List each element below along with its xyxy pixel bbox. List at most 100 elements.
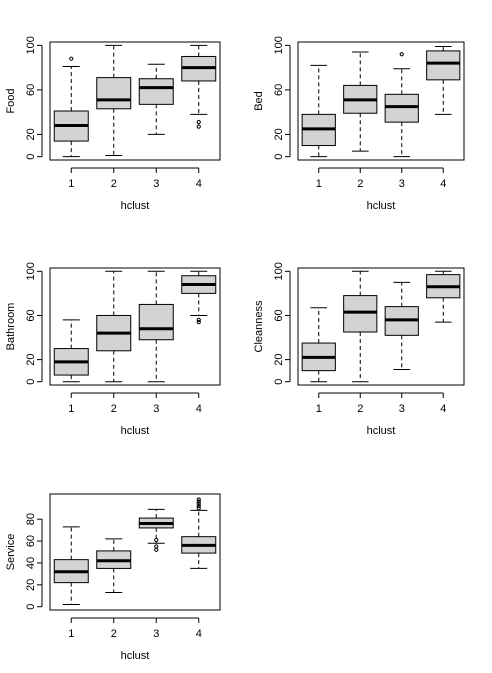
box-group-1 — [53, 319, 89, 383]
y-axis-title: Service — [5, 534, 17, 571]
y-tick-label: 100 — [273, 262, 285, 280]
box-group-1 — [53, 526, 89, 606]
y-tick-label: 20 — [25, 353, 37, 365]
box-group-4 — [426, 45, 461, 115]
outlier-point — [196, 317, 201, 322]
outlier-point — [196, 124, 201, 129]
y-tick-label: 20 — [25, 128, 37, 140]
y-tick-label: 0 — [25, 154, 37, 160]
outlier-point — [69, 56, 74, 61]
x-tick-label: 4 — [196, 403, 202, 415]
box-group-2 — [96, 270, 132, 383]
outlier-point — [196, 497, 201, 502]
outlier-point — [196, 499, 201, 504]
chart-panel-food: 0 20 60 100 1 2 3 4 hclust Food — [5, 36, 221, 212]
x-tick-label: 1 — [316, 178, 322, 190]
x-tick-label: 3 — [153, 628, 159, 640]
outlier-point — [154, 537, 159, 543]
x-tick-label: 4 — [196, 178, 202, 190]
y-tick-label: 60 — [273, 84, 285, 96]
outlier-point — [196, 506, 201, 511]
box-group-2 — [343, 270, 378, 383]
y-tick-label: 100 — [25, 36, 37, 54]
box-iqr — [138, 78, 174, 105]
box-group-3 — [138, 508, 174, 552]
box-group-4 — [181, 497, 217, 569]
x-axis-title: hclust — [121, 650, 150, 662]
y-tick-label: 40 — [25, 557, 37, 569]
box-group-2 — [96, 538, 132, 593]
box-group-1 — [301, 307, 336, 383]
x-tick-label: 2 — [111, 403, 117, 415]
x-tick-label: 3 — [399, 403, 405, 415]
outlier-point — [154, 547, 159, 552]
y-tick-label: 60 — [273, 309, 285, 321]
y-axis-title: Bed — [253, 91, 265, 111]
x-axis-title: hclust — [121, 200, 150, 212]
box-group-4 — [181, 270, 217, 325]
outlier-point — [196, 501, 201, 506]
x-axis-title: hclust — [367, 200, 396, 212]
box-group-2 — [343, 51, 378, 152]
x-tick-label: 2 — [357, 403, 363, 415]
box-group-3 — [384, 52, 419, 158]
box-group-3 — [384, 281, 419, 371]
y-tick-label: 60 — [25, 309, 37, 321]
y-tick-label: 0 — [25, 604, 37, 610]
x-tick-label: 4 — [440, 403, 446, 415]
y-tick-label: 0 — [273, 379, 285, 385]
x-tick-label: 1 — [68, 403, 74, 415]
outlier-point — [196, 503, 201, 509]
box-group-4 — [426, 270, 461, 323]
x-axis-title: hclust — [121, 425, 150, 437]
box-group-3 — [138, 270, 174, 383]
box-iqr — [426, 50, 461, 81]
x-tick-label: 1 — [316, 403, 322, 415]
y-tick-label: 100 — [273, 36, 285, 54]
outlier-point — [154, 544, 159, 549]
y-axis-title: Cleanness — [253, 300, 265, 352]
chart-panel-service: 0 20 40 60 80 1 2 3 4 hclust Service — [5, 493, 221, 662]
box-iqr — [96, 77, 132, 110]
y-axis-title: Food — [5, 88, 17, 113]
box-group-3 — [138, 63, 174, 135]
y-tick-label: 60 — [25, 535, 37, 547]
x-tick-label: 2 — [111, 178, 117, 190]
x-tick-label: 3 — [153, 403, 159, 415]
x-tick-label: 2 — [357, 178, 363, 190]
x-tick-label: 1 — [68, 628, 74, 640]
plot-frame — [49, 267, 221, 386]
box-group-1 — [53, 56, 89, 158]
plot-frame — [49, 493, 221, 611]
box-iqr — [343, 295, 378, 333]
x-axis-title: hclust — [367, 425, 396, 437]
y-tick-label: 100 — [25, 262, 37, 280]
box-group-1 — [301, 64, 336, 158]
box-iqr — [138, 303, 174, 341]
x-tick-label: 3 — [153, 178, 159, 190]
plot-frame — [49, 41, 221, 161]
y-tick-label: 20 — [273, 128, 285, 140]
y-tick-label: 20 — [25, 579, 37, 591]
x-tick-label: 3 — [399, 178, 405, 190]
outlier-point — [196, 319, 201, 325]
box-iqr — [384, 93, 419, 123]
y-tick-label: 20 — [273, 353, 285, 365]
plot-frame — [297, 41, 465, 161]
y-tick-label: 0 — [273, 154, 285, 160]
y-axis-title: Bathroom — [5, 303, 17, 351]
plot-frame — [297, 267, 465, 386]
y-tick-label: 60 — [25, 84, 37, 96]
box-group-4 — [181, 44, 217, 129]
outlier-point — [399, 52, 404, 57]
x-tick-label: 1 — [68, 178, 74, 190]
x-tick-label: 4 — [196, 628, 202, 640]
chart-panel-bathroom: 0 20 60 100 1 2 3 4 hclust Bathroom — [5, 262, 221, 437]
y-tick-label: 0 — [25, 379, 37, 385]
box-group-2 — [96, 44, 132, 157]
x-tick-label: 2 — [111, 628, 117, 640]
chart-panel-bed: 0 20 60 100 1 2 3 4 hclust Bed — [253, 36, 465, 212]
outlier-point — [196, 120, 201, 125]
chart-panel-cleanness: 0 20 60 100 1 2 3 4 hclust Cleanness — [253, 262, 465, 437]
